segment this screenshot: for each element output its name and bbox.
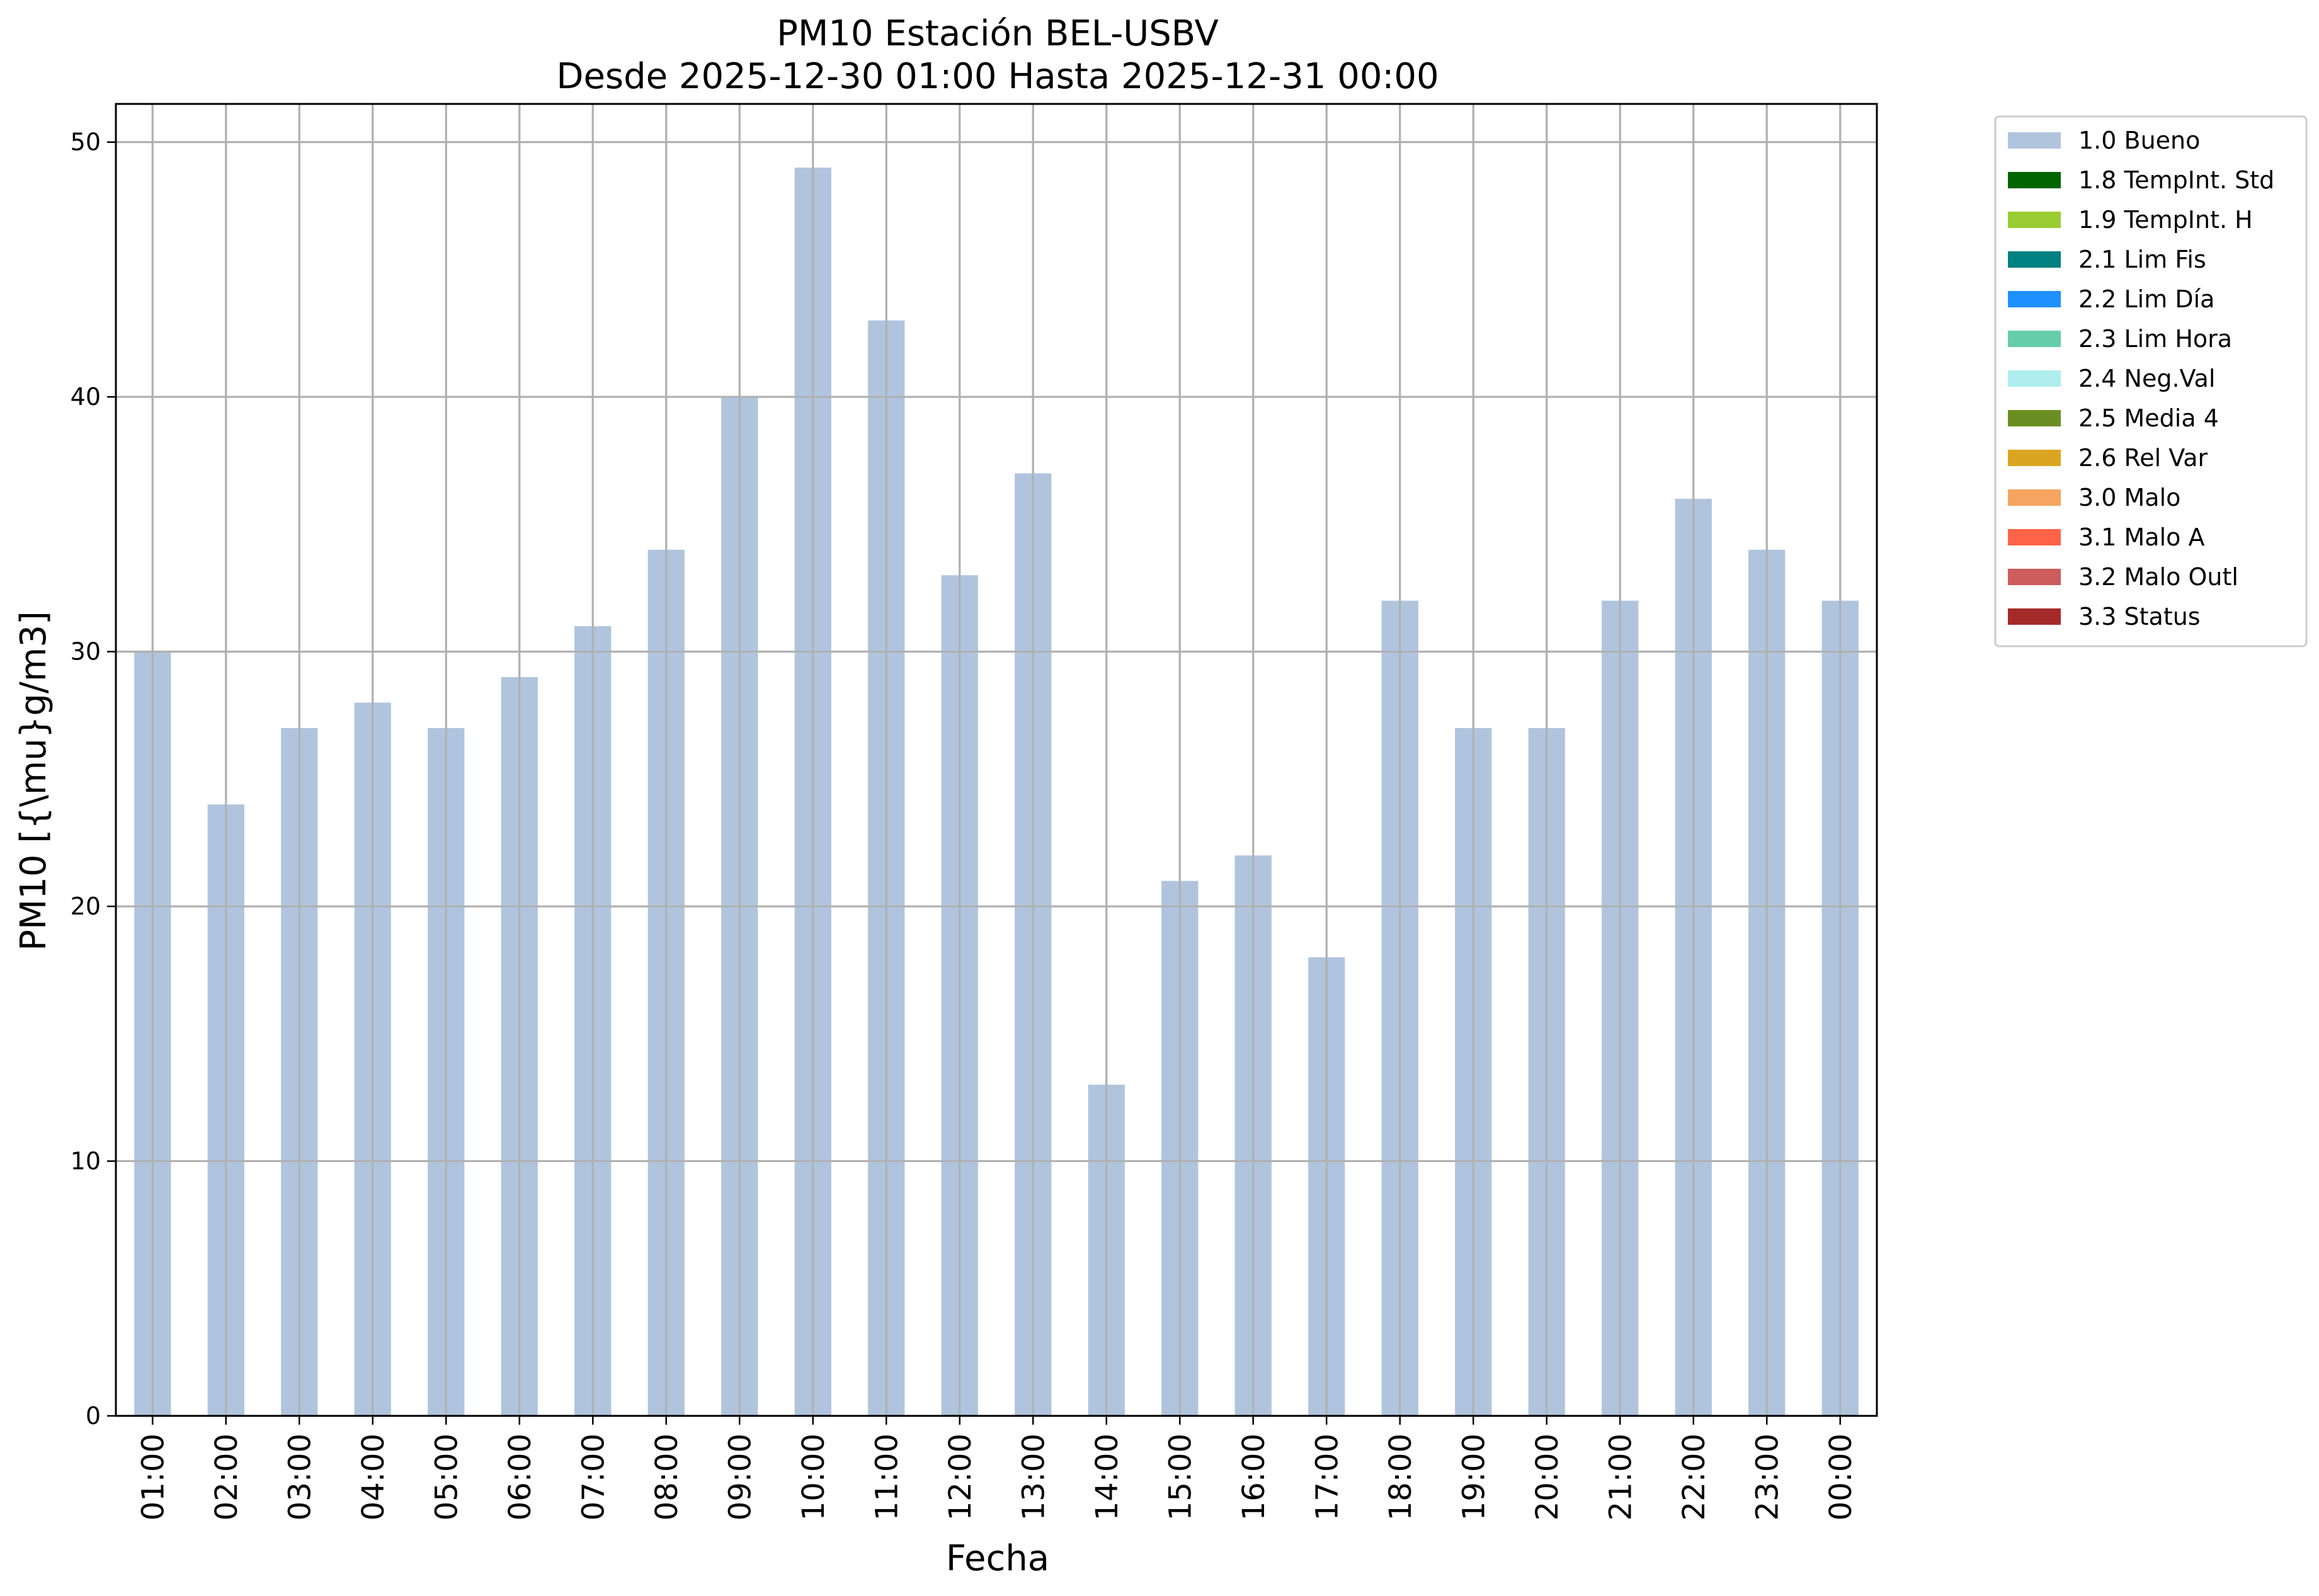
legend-label: 3.0 Malo — [2078, 484, 2180, 511]
legend-swatch — [2008, 172, 2061, 188]
x-tick-label: 07:00 — [576, 1434, 611, 1520]
x-tick-label: 19:00 — [1456, 1434, 1491, 1520]
y-tick-label: 0 — [86, 1402, 101, 1430]
x-tick-label: 12:00 — [943, 1434, 978, 1520]
x-tick-label: 22:00 — [1677, 1434, 1712, 1520]
legend-swatch — [2008, 370, 2061, 387]
legend-swatch — [2008, 529, 2061, 545]
plot-frame — [115, 103, 1878, 1417]
x-tick-label: 20:00 — [1530, 1434, 1565, 1520]
legend-swatch — [2008, 331, 2061, 347]
x-tick-label: 08:00 — [649, 1434, 685, 1520]
axes-frame — [115, 103, 1878, 1417]
y-tick-label: 20 — [71, 892, 101, 920]
x-tick-label: 09:00 — [722, 1434, 758, 1520]
x-tick-label: 06:00 — [503, 1434, 538, 1520]
legend-swatch — [2008, 608, 2061, 625]
x-tick-label: 00:00 — [1823, 1434, 1859, 1520]
x-tick-label: 13:00 — [1016, 1434, 1051, 1520]
legend-label: 2.5 Media 4 — [2078, 404, 2219, 432]
x-tick-label: 04:00 — [356, 1434, 391, 1520]
x-tick-label: 01:00 — [135, 1434, 171, 1520]
legend-swatch — [2008, 132, 2061, 149]
y-tick-label: 30 — [71, 638, 101, 666]
legend: 1.0 Bueno 1.8 TempInt. Std 1.9 TempInt. H 2… — [1994, 115, 2308, 647]
y-tick-label: 10 — [71, 1148, 101, 1175]
legend-swatch — [2008, 489, 2061, 506]
legend-label: 2.6 Rel Var — [2078, 444, 2208, 472]
legend-label: 2.1 Lim Fis — [2078, 246, 2206, 273]
legend-swatch — [2008, 251, 2061, 268]
chart-subtitle: Desde 2025-12-30 01:00 Hasta 2025-12-31 … — [556, 56, 1439, 97]
legend-label: 3.1 Malo A — [2078, 523, 2204, 551]
x-tick-label: 17:00 — [1309, 1434, 1345, 1520]
x-tick-label: 11:00 — [869, 1434, 904, 1520]
bars — [116, 104, 1877, 1416]
x-ticks: 01:00 02:00 03:00 04:00 05:00 06:00 07:00 08:00… — [135, 1416, 1859, 1520]
x-tick-label: 15:00 — [1163, 1434, 1198, 1520]
y-tick-label: 40 — [71, 383, 101, 411]
x-tick-label: 21:00 — [1603, 1434, 1638, 1520]
legend-label: 2.3 Lim Hora — [2078, 325, 2232, 353]
legend-label: 3.2 Malo Outl — [2078, 563, 2238, 591]
legend-label: 2.4 Neg.Val — [2078, 365, 2215, 392]
legend-swatch — [2008, 450, 2061, 466]
legend-label: 1.9 TempInt. H — [2078, 206, 2253, 234]
y-tick-label: 50 — [71, 128, 101, 156]
x-tick-label: 03:00 — [282, 1434, 317, 1520]
x-tick-label: 05:00 — [429, 1434, 464, 1520]
x-tick-label: 02:00 — [209, 1434, 244, 1520]
x-tick-label: 16:00 — [1236, 1434, 1272, 1520]
legend-swatch — [2008, 410, 2061, 426]
x-tick-label: 10:00 — [796, 1434, 831, 1520]
x-tick-label: 23:00 — [1750, 1434, 1785, 1520]
x-axis-label: Fecha — [946, 1538, 1049, 1579]
chart-title: PM10 Estación BEL-USBV — [777, 13, 1219, 54]
x-tick-label: 18:00 — [1383, 1434, 1418, 1520]
legend-box — [1994, 115, 2308, 647]
legend-swatch — [2008, 291, 2061, 307]
y-axis-label: PM10 [{\mu}g/m3] — [13, 611, 54, 951]
legend-swatch — [2008, 212, 2061, 228]
x-tick-label: 14:00 — [1090, 1434, 1125, 1520]
legend-label: 1.8 TempInt. Std — [2078, 166, 2274, 194]
legend-label: 1.0 Bueno — [2078, 127, 2200, 154]
y-ticks: 0 10 20 30 40 50 — [71, 128, 116, 1430]
legend-label: 3.3 Status — [2078, 603, 2201, 630]
legend-swatch — [2008, 569, 2061, 585]
legend-label: 2.2 Lim Día — [2078, 285, 2214, 313]
